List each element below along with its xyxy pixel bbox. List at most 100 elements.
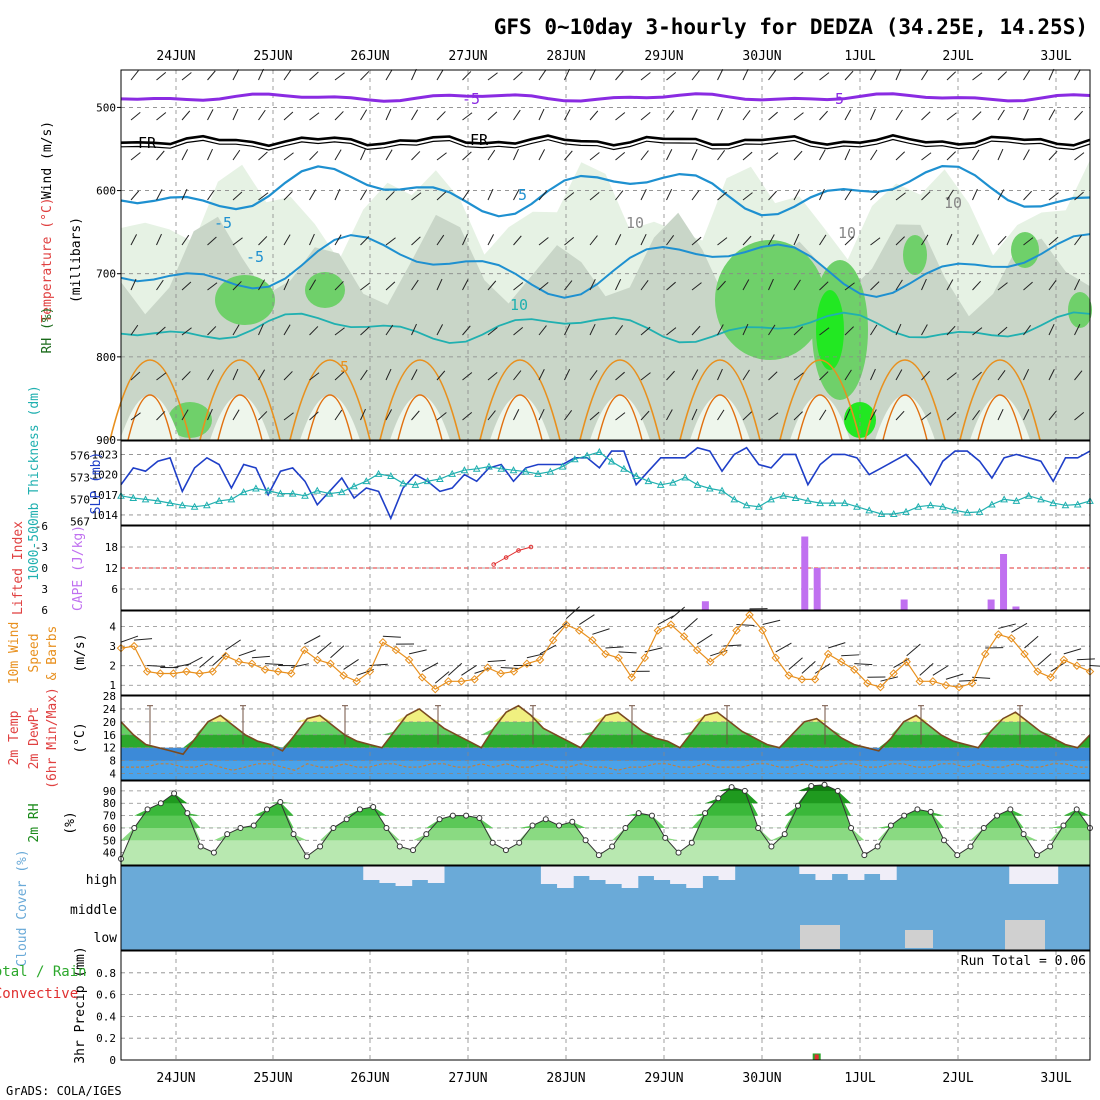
wind-barb	[768, 152, 779, 161]
rh-point	[1007, 806, 1014, 813]
wind-barb	[258, 323, 264, 336]
wind-barb	[768, 412, 779, 421]
wind-barb	[408, 649, 427, 655]
wind-barb	[768, 234, 775, 246]
wind-barb	[360, 236, 370, 246]
rh-point	[648, 812, 655, 819]
wind-barb	[666, 281, 676, 291]
wind-speed-point	[967, 679, 977, 688]
wind-speed-point	[116, 643, 126, 653]
high-cloud-block	[379, 866, 397, 883]
temp-axis-label-3: (6hr Min/Max)	[45, 687, 60, 789]
high-cloud-block	[637, 866, 655, 876]
thickness-tick-label: 567	[70, 515, 90, 528]
wind-barb	[717, 237, 728, 246]
wind-barb	[156, 326, 166, 336]
wind-barb	[207, 408, 213, 421]
thickness-point	[1049, 499, 1058, 507]
rh-70-area	[168, 402, 212, 438]
wind-barb	[283, 191, 293, 201]
wind-barb	[1048, 236, 1059, 246]
wind-barb	[1074, 152, 1085, 161]
panel-frame	[120, 525, 1091, 611]
wind-barb	[385, 409, 393, 421]
wind-barb	[1048, 150, 1058, 161]
rh-70-area	[715, 240, 825, 360]
wind-barb	[334, 188, 341, 201]
wind-speed-point	[561, 620, 571, 629]
wind-barb	[768, 111, 778, 121]
wind-speed-point	[129, 641, 139, 651]
wind-barb	[538, 108, 545, 121]
wind-barb	[997, 282, 1008, 291]
rh-point	[914, 806, 921, 813]
temp-contour-hot	[307, 394, 353, 441]
wind-barb	[258, 151, 268, 161]
wind-barb	[827, 642, 846, 649]
wind-barb	[564, 68, 570, 81]
rh-70-area	[215, 275, 275, 325]
wind-barb	[1089, 665, 1100, 667]
wind-speed-point	[1046, 673, 1055, 682]
date-label-bottom: 25JUN	[253, 1071, 292, 1086]
rh-point	[622, 824, 629, 831]
wind-barb	[238, 649, 257, 657]
rh-point	[702, 810, 709, 817]
wind-barb	[552, 622, 568, 635]
wind-barb	[513, 189, 520, 201]
tick-label: 2	[109, 660, 116, 673]
freezing-level-contour-2	[120, 138, 1091, 151]
wind-barb	[742, 151, 753, 161]
rh-point	[994, 812, 1001, 819]
wind-speed-point	[260, 665, 270, 674]
wind-barb	[1023, 69, 1031, 81]
wind-barb	[742, 369, 750, 381]
rh-point	[861, 852, 868, 859]
wind-speed-point	[954, 682, 964, 692]
thickness-point	[840, 499, 849, 507]
wind-barb	[691, 70, 700, 81]
wind-barb	[657, 615, 674, 625]
high-cloud-block	[363, 866, 380, 880]
wind-barb	[742, 235, 752, 246]
wind-speed-point	[601, 649, 610, 659]
wind-barb	[181, 281, 192, 291]
wind-barb	[526, 653, 545, 659]
thickness-point	[1000, 495, 1008, 503]
wind-barb	[972, 234, 979, 246]
wind-barb	[997, 370, 1006, 381]
wind-barb	[156, 372, 167, 381]
dewpoint-series-line	[121, 763, 1090, 771]
slp-tick-label: 1020	[92, 469, 119, 482]
tick-label: 50	[103, 834, 116, 847]
wind-barb	[385, 324, 394, 336]
wind-barb	[1074, 235, 1082, 246]
tick-label: 12	[103, 742, 116, 755]
dry-core	[390, 395, 450, 440]
wind-barb	[717, 150, 726, 161]
date-label-top: 27JUN	[448, 49, 487, 64]
thickness-point	[681, 473, 690, 481]
thickness-point	[669, 478, 677, 486]
wind-barb	[870, 108, 876, 121]
wind-barb	[436, 370, 446, 381]
low-cloud-block	[1005, 920, 1045, 950]
wind-barb	[1023, 281, 1033, 291]
thickness-point	[521, 467, 530, 475]
wind-barb	[997, 189, 1005, 201]
wind-barb	[513, 370, 522, 381]
thickness-point	[926, 501, 935, 509]
thickness-point	[620, 464, 628, 472]
high-cloud-block	[831, 866, 849, 874]
wind-barb	[232, 409, 240, 421]
wind-speed-point	[431, 684, 440, 694]
rh-point	[436, 816, 443, 823]
tick-label: 4	[109, 621, 116, 634]
wind-barb	[870, 237, 881, 246]
wind-barb	[844, 109, 852, 121]
contour-label: 5	[340, 358, 349, 376]
date-label-top: 29JUN	[644, 49, 683, 64]
wind-barb	[618, 651, 637, 654]
tick-label: 700	[96, 268, 116, 281]
precip-convective-label: Convective	[0, 986, 78, 1002]
